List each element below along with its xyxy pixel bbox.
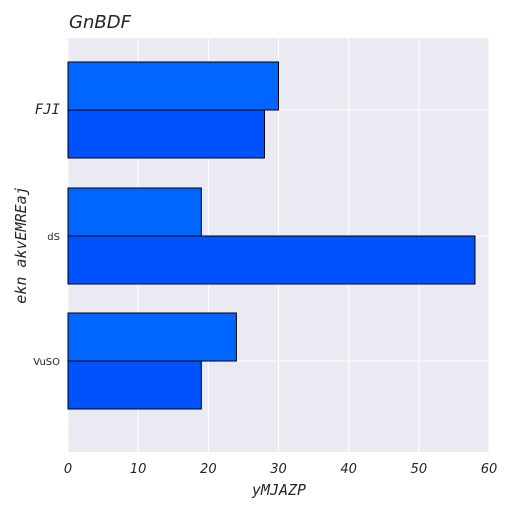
- x-tick-labels: 0 10 20 30 40 50 60: [64, 462, 497, 477]
- x-axis-label: yMJAZP: [251, 481, 306, 499]
- x-tick-label: 30: [270, 462, 287, 477]
- y-axis-label: ekn akvEMREaj: [12, 186, 30, 303]
- chart-title: GnBDF: [69, 12, 132, 33]
- bars: [67, 61, 476, 410]
- bar-FJI-series-1: [67, 61, 279, 111]
- x-tick-label: 40: [340, 462, 357, 477]
- bar-dS-series-1: [67, 187, 202, 237]
- x-tick-label: 0: [64, 462, 72, 477]
- bar-dS-series-2: [67, 235, 476, 285]
- y-tick-label: FJI: [35, 102, 61, 118]
- bar-VuSO-series-1: [67, 312, 237, 362]
- bar-VuSO-series-2: [67, 360, 202, 410]
- x-tick-label: 20: [200, 462, 217, 477]
- y-tick-label: VuSO: [33, 357, 60, 368]
- x-tick-label: 10: [130, 462, 147, 477]
- y-tick-label: dS: [47, 232, 60, 243]
- y-tick-labels: FJI dS VuSO: [33, 102, 60, 368]
- bar-FJI-series-2: [67, 109, 265, 159]
- x-tick-label: 60: [481, 462, 498, 477]
- x-tick-label: 50: [411, 462, 428, 477]
